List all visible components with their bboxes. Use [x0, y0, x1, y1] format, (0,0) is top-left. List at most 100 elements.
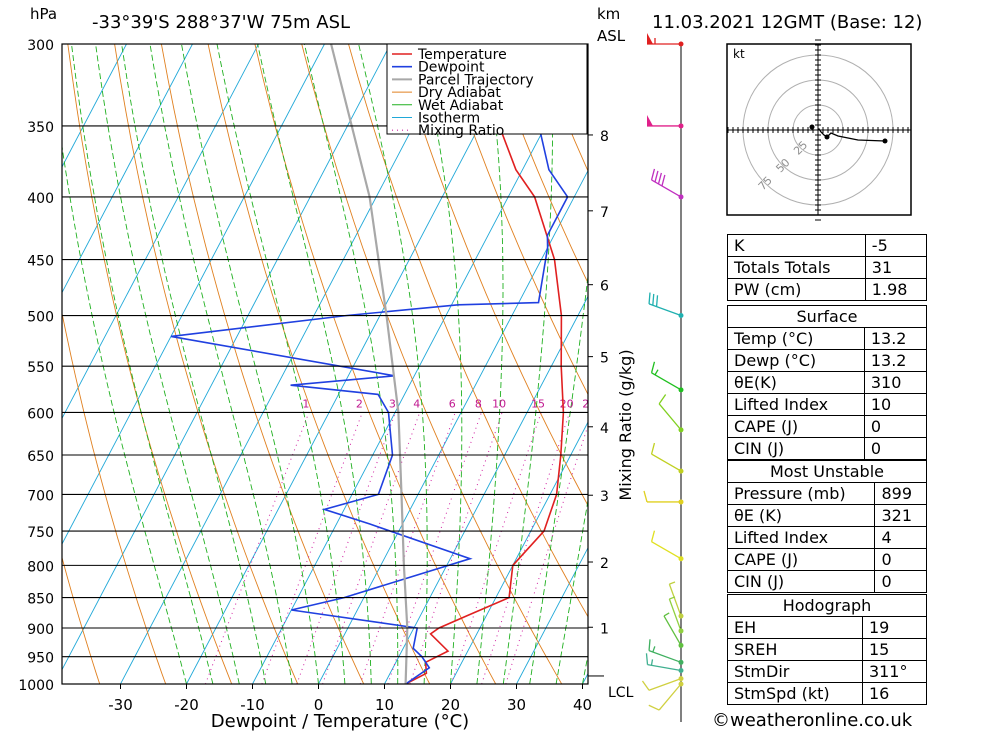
- x-tick-label: 20: [441, 696, 460, 714]
- legend-entry: Dewpoint: [418, 60, 485, 76]
- pressure-tick-label: 500: [27, 310, 54, 326]
- wind-barb-dot: [678, 499, 684, 505]
- indices-table-surface: Surface Temp (°C) 13.2 Dewp (°C) 13.2 θE(K…: [727, 305, 928, 460]
- index-label: Pressure (mb): [726, 482, 876, 505]
- x-tick-label: -30: [108, 696, 133, 714]
- mixing-ratio-line: [322, 412, 421, 684]
- wind-barb: [668, 596, 684, 634]
- pressure-tick-label: 650: [27, 449, 54, 465]
- mixing-ratio-line: [387, 412, 482, 684]
- dry-adiabat-line: [67, 44, 233, 684]
- wind-barb: [668, 581, 684, 619]
- km-tick-label: 5: [600, 351, 609, 367]
- parcel-trajectory-line: [330, 44, 409, 684]
- isotherm-line: [62, 44, 391, 671]
- wind-barb: [650, 361, 684, 393]
- index-value: 0: [863, 437, 928, 460]
- index-label: PW (cm): [727, 278, 866, 301]
- km-tick-label: 6: [600, 279, 609, 295]
- index-value: 16: [861, 682, 928, 705]
- dry-adiabat-line: [488, 44, 588, 284]
- index-label: θE (K): [726, 504, 876, 527]
- wind-barb-dot: [678, 642, 684, 648]
- lcl-label: LCL: [608, 685, 634, 701]
- km-tick-label: 4: [600, 421, 609, 437]
- km-unit-label: km: [597, 5, 621, 23]
- wind-barb-dot: [678, 123, 684, 129]
- index-label: Lifted Index: [727, 393, 865, 416]
- x-tick-label: 40: [573, 696, 592, 714]
- pressure-tick-label: 700: [27, 488, 54, 504]
- isotherm-line: [62, 44, 259, 420]
- pressure-tick-label: 450: [27, 254, 54, 270]
- isotherm-line: [62, 44, 325, 545]
- wind-barb-dot: [678, 613, 684, 619]
- wind-barb: [645, 653, 684, 674]
- index-value: 13.2: [863, 327, 928, 350]
- wind-barb-dot: [678, 387, 684, 393]
- wet-adiabat-line: [216, 44, 346, 684]
- km-tick-label: 1: [600, 621, 609, 637]
- location-title: -33°39'S 288°37'W 75m ASL: [92, 12, 351, 33]
- pressure-tick-label: 800: [27, 559, 54, 575]
- index-label: CAPE (J): [726, 548, 876, 571]
- table-row: Lifted Index 10: [727, 393, 928, 416]
- wind-barb: [650, 530, 684, 562]
- mixing-ratio-label: 6: [449, 397, 456, 410]
- credit-text: ©weatheronline.co.uk: [712, 710, 913, 731]
- wind-barb-dot: [678, 556, 684, 562]
- table-row: θE(K) 310: [727, 371, 928, 394]
- table-row: CIN (J) 0: [727, 437, 928, 460]
- mixing-ratio-line: [481, 412, 571, 684]
- wind-barb-dot: [678, 41, 684, 47]
- pressure-tick-label: 850: [27, 592, 54, 608]
- isotherm-line: [384, 295, 588, 684]
- index-label: Temp (°C): [727, 327, 865, 350]
- mixing-ratio-label: 10: [492, 397, 506, 410]
- legend-entry: Temperature: [417, 47, 507, 63]
- mixing-ratio-line: [296, 412, 396, 684]
- hpa-unit-label: hPa: [30, 5, 58, 23]
- index-value: 310: [863, 371, 928, 394]
- wind-barb-dot: [678, 628, 684, 634]
- dry-adiabat-line: [62, 556, 101, 684]
- section-title: Hodograph: [727, 594, 927, 617]
- dewpoint-profile: [170, 44, 569, 684]
- mixing-ratio-label: 2: [356, 397, 363, 410]
- isotherm-line: [516, 546, 588, 684]
- table-row: CAPE (J) 0: [726, 548, 927, 571]
- pressure-tick-label: 300: [27, 38, 54, 54]
- legend-entry: Dry Adiabat: [418, 85, 501, 101]
- table-row: StmSpd (kt) 16: [727, 682, 928, 705]
- wind-barb: [648, 639, 684, 665]
- indices-table-hodograph: Hodograph EH 19 SREH 15 StmDir 311° StmSpd …: [727, 594, 928, 705]
- wind-barb: [650, 442, 684, 474]
- x-tick-label: 30: [507, 696, 526, 714]
- index-value: 15: [861, 638, 928, 661]
- wet-adiabat-line: [555, 497, 588, 684]
- x-tick-label: -20: [174, 696, 199, 714]
- wind-barb-dot: [678, 676, 684, 682]
- hodograph-point: [809, 124, 815, 130]
- isotherm-line: [62, 44, 193, 294]
- wind-barb: [641, 676, 684, 691]
- table-row: StmDir 311°: [727, 660, 928, 683]
- index-label: StmSpd (kt): [727, 682, 863, 705]
- km-tick-label: 3: [600, 489, 609, 505]
- pressure-tick-label: 600: [27, 406, 54, 422]
- index-label: K: [727, 234, 866, 257]
- asl-unit-label: ASL: [597, 27, 626, 45]
- wind-barb: [658, 394, 684, 433]
- wind-barb: [647, 33, 684, 47]
- index-label: CIN (J): [727, 437, 865, 460]
- wind-barb: [663, 612, 684, 648]
- x-axis-label: Dewpoint / Temperature (°C): [211, 711, 469, 732]
- pressure-tick-label: 1000: [18, 678, 54, 694]
- index-label: StmDir: [727, 660, 863, 683]
- index-label: θE(K): [727, 371, 865, 394]
- x-tick-label: -10: [240, 696, 265, 714]
- wind-barb: [650, 168, 684, 200]
- indices-table-general: K -5 Totals Totals 31 PW (cm) 1.98: [727, 234, 928, 301]
